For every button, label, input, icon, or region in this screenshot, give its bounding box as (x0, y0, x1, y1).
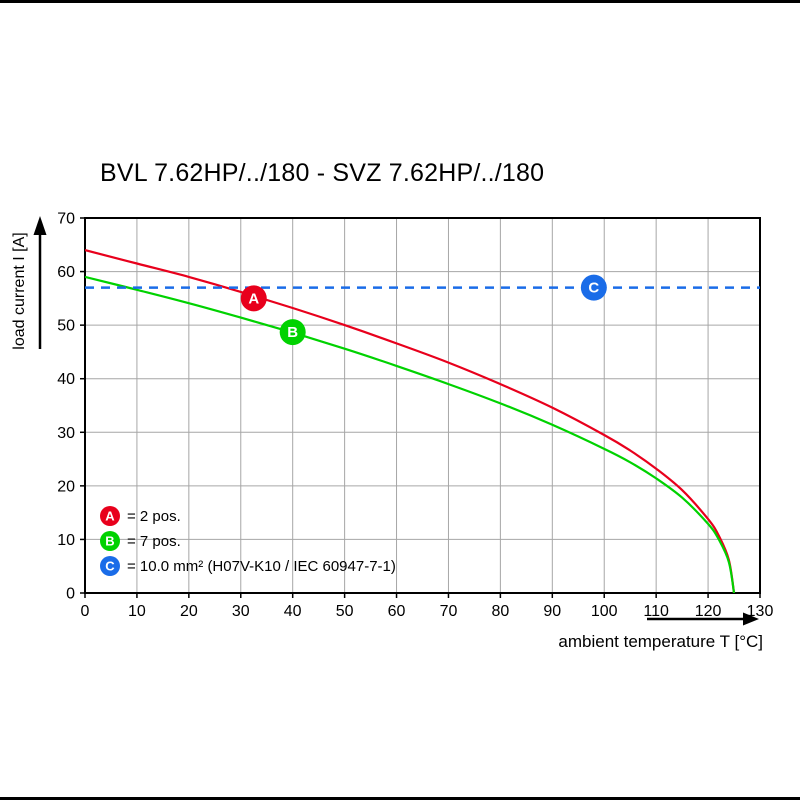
y-tick-label: 0 (66, 586, 75, 603)
marker-label-A: A (248, 290, 259, 307)
legend-text-B: = 7 pos. (127, 533, 181, 550)
x-axis-label: ambient temperature T [°C] (558, 632, 763, 651)
axis-tick-labels: 0 10 20 30 40 50 60 70 80 90 100 110 120 130 0 10 20 30 40… (57, 211, 773, 621)
legend-item-B: B = 7 pos. (100, 531, 181, 551)
y-tick-label: 50 (57, 318, 75, 335)
x-tick-label: 40 (284, 603, 302, 620)
marker-label-C: C (588, 280, 599, 297)
curve-A (85, 249, 736, 593)
x-tick-label: 100 (591, 603, 618, 620)
legend-text-C: = 10.0 mm² (H07V-K10 / IEC 60947-7-1) (127, 558, 396, 575)
y-axis-label: load current I [A] (11, 232, 28, 349)
legend-bullet-B (100, 531, 120, 551)
y-tick-label: 30 (57, 425, 75, 442)
curve-B (85, 275, 736, 593)
marker-label-B: B (287, 324, 298, 341)
y-tick-label: 40 (57, 371, 75, 388)
gridlines (84, 217, 761, 594)
x-tick-label: 30 (232, 603, 250, 620)
x-tick-label: 60 (388, 603, 406, 620)
x-tick-label: 70 (440, 603, 458, 620)
chart-title: BVL 7.62HP/../180 - SVZ 7.62HP/../180 (100, 159, 545, 187)
marker-A: A (240, 285, 267, 312)
marker-B: B (279, 319, 306, 346)
marker-C: C (580, 274, 607, 301)
x-tick-label: 90 (543, 603, 561, 620)
x-tick-label: 50 (336, 603, 354, 620)
legend-item-C: C = 10.0 mm² (H07V-K10 / IEC 60947-7-1) (100, 556, 396, 576)
x-tick-label: 80 (491, 603, 509, 620)
legend-text-A: = 2 pos. (127, 508, 181, 525)
y-tick-label: 60 (57, 264, 75, 281)
x-tick-label: 10 (128, 603, 146, 620)
legend-bullet-label-C: C (105, 559, 115, 574)
x-tick-label: 20 (180, 603, 198, 620)
y-axis-arrow (33, 216, 47, 349)
plot-frame (84, 217, 761, 594)
y-tick-label: 10 (57, 532, 75, 549)
legend-bullet-label-B: B (105, 534, 114, 549)
x-tick-label: 130 (747, 603, 774, 620)
axis-ticks (80, 217, 761, 598)
legend-bullet-label-A: A (105, 509, 115, 524)
y-tick-label: 70 (57, 211, 75, 228)
y-tick-label: 20 (57, 478, 75, 495)
derating-chart: 0 10 20 30 40 50 60 70 80 90 100 110 120 130 0 10 20 30 40… (11, 211, 773, 652)
x-tick-label: 0 (81, 603, 90, 620)
curves (85, 249, 760, 593)
x-axis-arrow (647, 612, 759, 626)
legend: A = 2 pos. B = 7 pos. C = 10.0 mm² (H07V-K10 … (100, 506, 396, 576)
x-tick-label: 110 (643, 603, 669, 620)
legend-bullet-C (100, 556, 120, 576)
legend-item-A: A = 2 pos. (100, 506, 181, 526)
x-tick-label: 120 (695, 603, 722, 620)
legend-bullet-A (100, 506, 120, 526)
